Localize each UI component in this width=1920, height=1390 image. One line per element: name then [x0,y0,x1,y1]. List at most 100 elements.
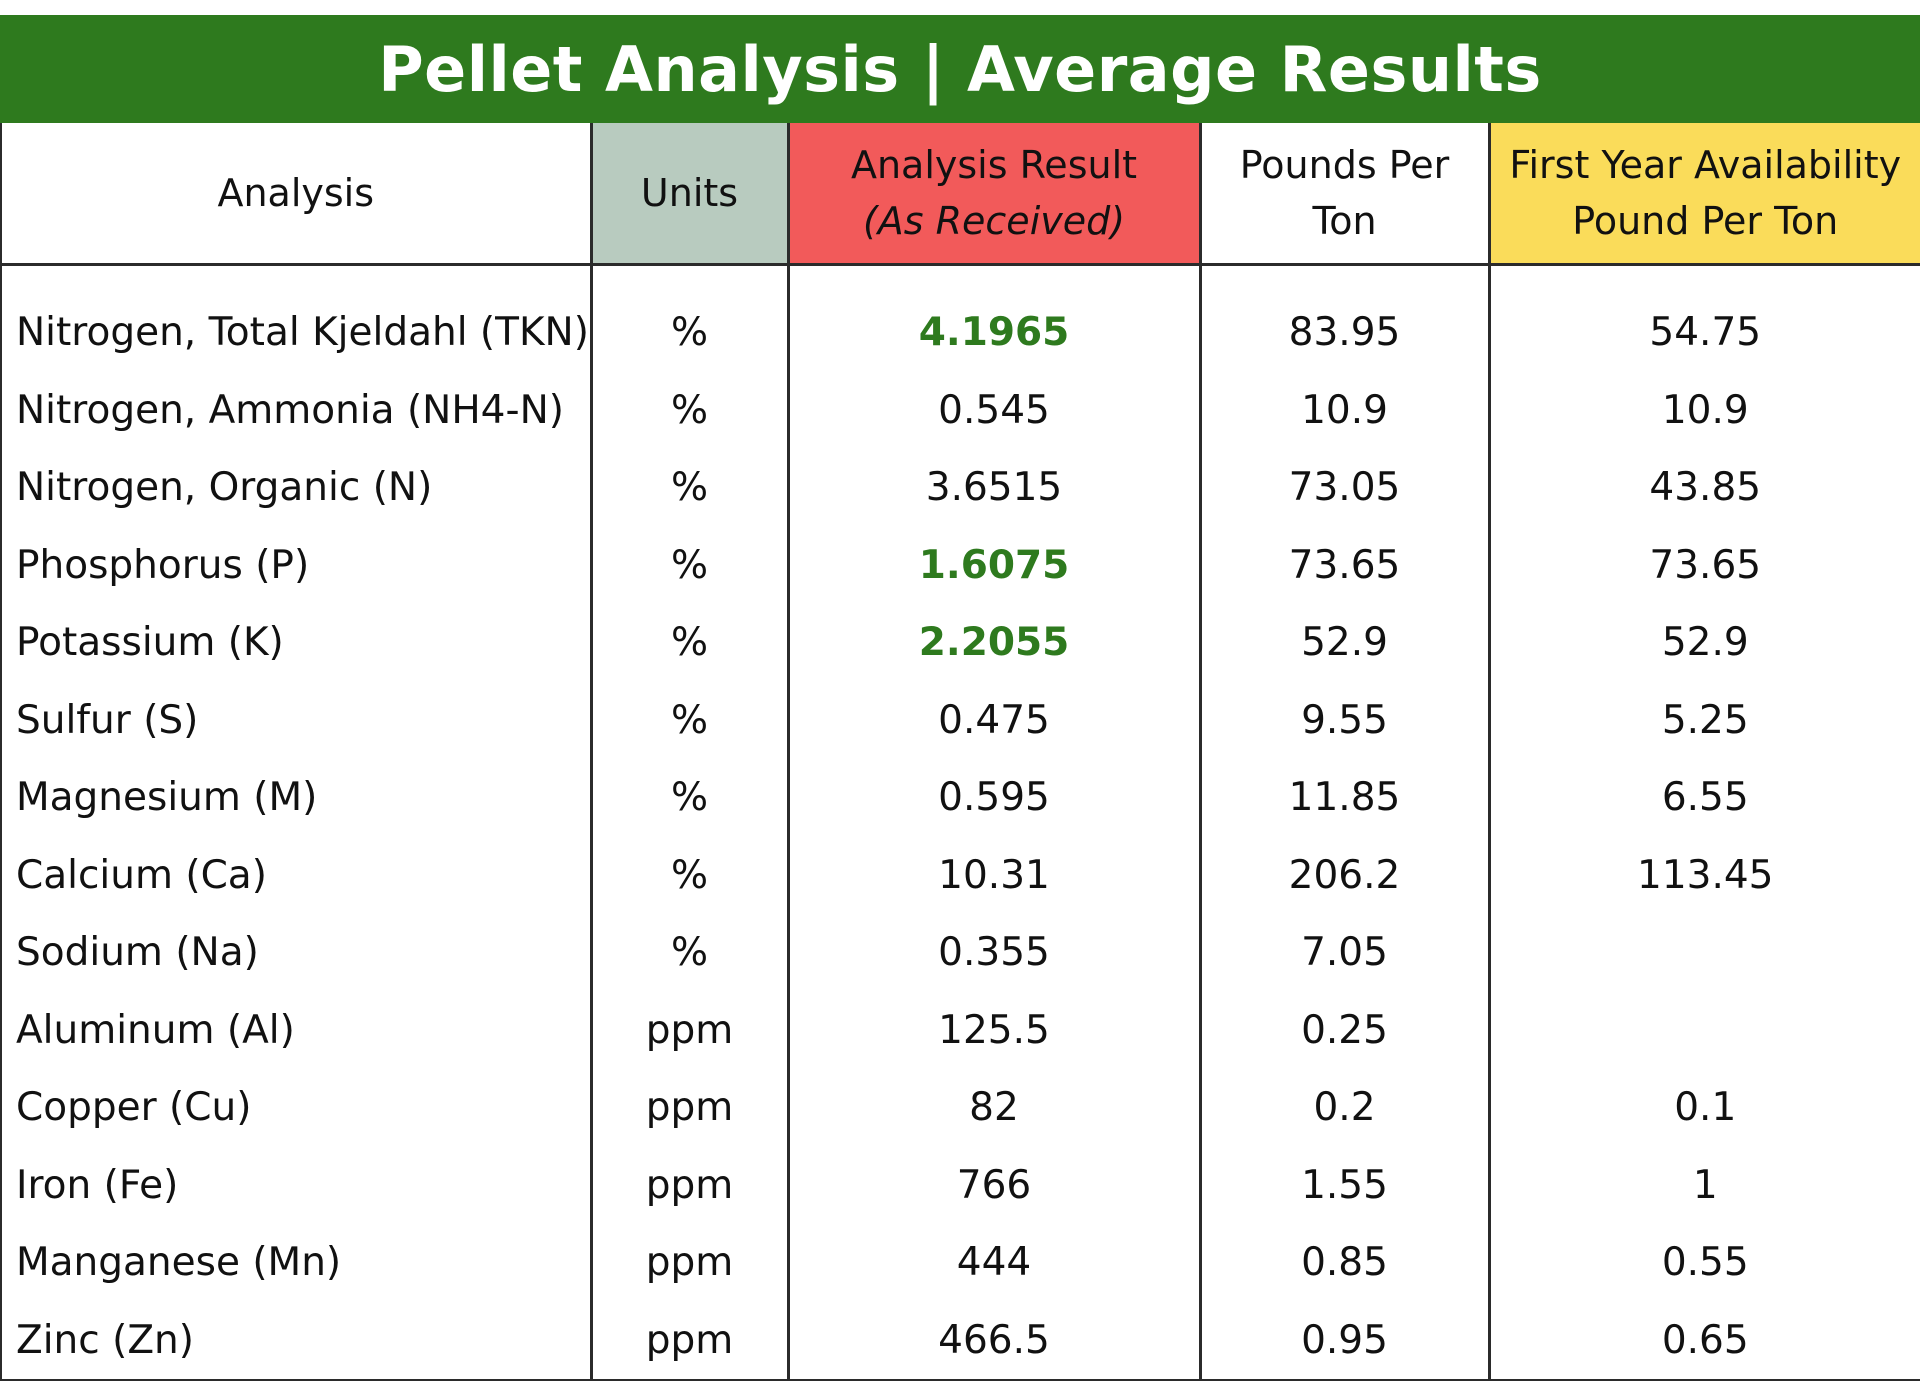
table-body: Nitrogen, Total Kjeldahl (TKN)% 4.1965 83.… [0,264,1920,1381]
header-analysis: Analysis [0,123,591,266]
cell-first-year-availability: 43.85 [1487,449,1920,527]
cell-analysis: Sodium (Na) [0,914,591,992]
cell-units: % [589,759,788,837]
page-title: Pellet Analysis | Average Results [0,15,1920,123]
table-row: Calcium (Ca)% 10.31 206.2 113.45 [0,836,1920,914]
cell-first-year-availability: 0.1 [1487,1069,1920,1147]
cell-analysis-result: 1.6075 [786,526,1200,604]
cell-first-year-availability: 10.9 [1487,371,1920,449]
table-row: Nitrogen, Ammonia (NH4-N)% 0.545 10.9 10.9 [0,371,1920,449]
cell-analysis-result: 444 [786,1224,1200,1302]
cell-pounds-per-ton: 206.2 [1198,836,1489,914]
cell-units: ppm [589,1301,788,1381]
cell-units: % [589,914,788,992]
cell-first-year-availability: 1 [1487,1146,1920,1224]
header-pounds-per-ton: Pounds Per Ton [1198,123,1489,266]
table-row: Magnesium (M)% 0.595 11.85 6.55 [0,759,1920,837]
header-analysis-result-line1: Analysis Result [850,143,1138,187]
cell-units: % [589,836,788,914]
cell-analysis-result: 0.475 [786,681,1200,759]
cell-analysis-result: 0.355 [786,914,1200,992]
cell-analysis-result: 0.595 [786,759,1200,837]
cell-analysis: Nitrogen, Total Kjeldahl (TKN) [0,294,591,372]
header-first-year-line2: Pound Per Ton [1572,199,1839,243]
cell-analysis: Zinc (Zn) [0,1301,591,1381]
cell-pounds-per-ton: 83.95 [1198,294,1489,372]
cell-first-year-availability: 54.75 [1487,294,1920,372]
cell-analysis: Nitrogen, Ammonia (NH4-N) [0,371,591,449]
cell-pounds-per-ton: 73.65 [1198,526,1489,604]
cell-pounds-per-ton: 7.05 [1198,914,1489,992]
cell-first-year-availability [1487,914,1920,992]
cell-pounds-per-ton: 9.55 [1198,681,1489,759]
cell-first-year-availability: 0.55 [1487,1224,1920,1302]
cell-first-year-availability: 5.25 [1487,681,1920,759]
cell-units: ppm [589,1224,788,1302]
cell-pounds-per-ton: 10.9 [1198,371,1489,449]
cell-units: % [589,526,788,604]
header-pounds-per-ton-line1: Pounds Per [1239,143,1450,187]
cell-analysis: Magnesium (M) [0,759,591,837]
cell-pounds-per-ton: 0.95 [1198,1301,1489,1381]
cell-units: % [589,294,788,372]
cell-units: % [589,681,788,759]
spacer-cell [0,264,591,294]
header-analysis-result-line2: (As Received) [862,199,1126,243]
cell-first-year-availability: 0.65 [1487,1301,1920,1381]
cell-first-year-availability [1487,991,1920,1069]
header-first-year-availability: First Year Availability Pound Per Ton [1487,123,1920,266]
header-units: Units [589,123,788,266]
spacer-cell [1198,264,1489,294]
table-row: Nitrogen, Organic (N)% 3.6515 73.05 43.85 [0,449,1920,527]
cell-pounds-per-ton: 52.9 [1198,604,1489,682]
spacer-row [0,264,1920,294]
cell-first-year-availability: 113.45 [1487,836,1920,914]
cell-analysis-result: 10.31 [786,836,1200,914]
table-row: Nitrogen, Total Kjeldahl (TKN)% 4.1965 83.… [0,294,1920,372]
cell-pounds-per-ton: 0.85 [1198,1224,1489,1302]
cell-first-year-availability: 6.55 [1487,759,1920,837]
cell-pounds-per-ton: 11.85 [1198,759,1489,837]
cell-analysis-result: 766 [786,1146,1200,1224]
table-row: Zinc (Zn) ppm 466.5 0.95 0.65 [0,1301,1920,1381]
cell-analysis: Phosphorus (P) [0,526,591,604]
analysis-table: Analysis Units Analysis Result (As Recei… [0,123,1920,1381]
cell-analysis: Iron (Fe) [0,1146,591,1224]
cell-analysis: Manganese (Mn) [0,1224,591,1302]
cell-units: % [589,371,788,449]
header-pounds-per-ton-line2: Ton [1312,199,1377,243]
table-row: Iron (Fe) ppm 766 1.55 1 [0,1146,1920,1224]
cell-first-year-availability: 73.65 [1487,526,1920,604]
cell-analysis-result: 0.545 [786,371,1200,449]
table-row: Potassium (K)% 2.2055 52.9 52.9 [0,604,1920,682]
header-analysis-result: Analysis Result (As Received) [786,123,1200,266]
header-first-year-line1: First Year Availability [1509,143,1902,187]
cell-pounds-per-ton: 0.25 [1198,991,1489,1069]
cell-pounds-per-ton: 73.05 [1198,449,1489,527]
cell-units: % [589,449,788,527]
spacer-cell [589,264,788,294]
table-row: Sodium (Na)% 0.355 7.05 [0,914,1920,992]
cell-first-year-availability: 52.9 [1487,604,1920,682]
table-row: Sulfur (S)% 0.475 9.55 5.25 [0,681,1920,759]
cell-units: ppm [589,1146,788,1224]
cell-analysis-result: 2.2055 [786,604,1200,682]
spacer-cell [786,264,1200,294]
cell-analysis: Aluminum (Al) [0,991,591,1069]
cell-analysis-result: 3.6515 [786,449,1200,527]
table-row: Manganese (Mn) ppm 444 0.85 0.55 [0,1224,1920,1302]
cell-analysis: Potassium (K) [0,604,591,682]
header-row: Analysis Units Analysis Result (As Recei… [0,123,1920,266]
table-row: Phosphorus (P)% 1.6075 73.65 73.65 [0,526,1920,604]
cell-pounds-per-ton: 1.55 [1198,1146,1489,1224]
cell-analysis-result: 4.1965 [786,294,1200,372]
cell-analysis-result: 82 [786,1069,1200,1147]
cell-units: ppm [589,1069,788,1147]
cell-pounds-per-ton: 0.2 [1198,1069,1489,1147]
cell-units: ppm [589,991,788,1069]
cell-analysis: Calcium (Ca) [0,836,591,914]
cell-analysis-result: 466.5 [786,1301,1200,1381]
spacer-cell [1487,264,1920,294]
cell-analysis: Copper (Cu) [0,1069,591,1147]
table-row: Aluminum (Al) ppm 125.5 0.25 [0,991,1920,1069]
